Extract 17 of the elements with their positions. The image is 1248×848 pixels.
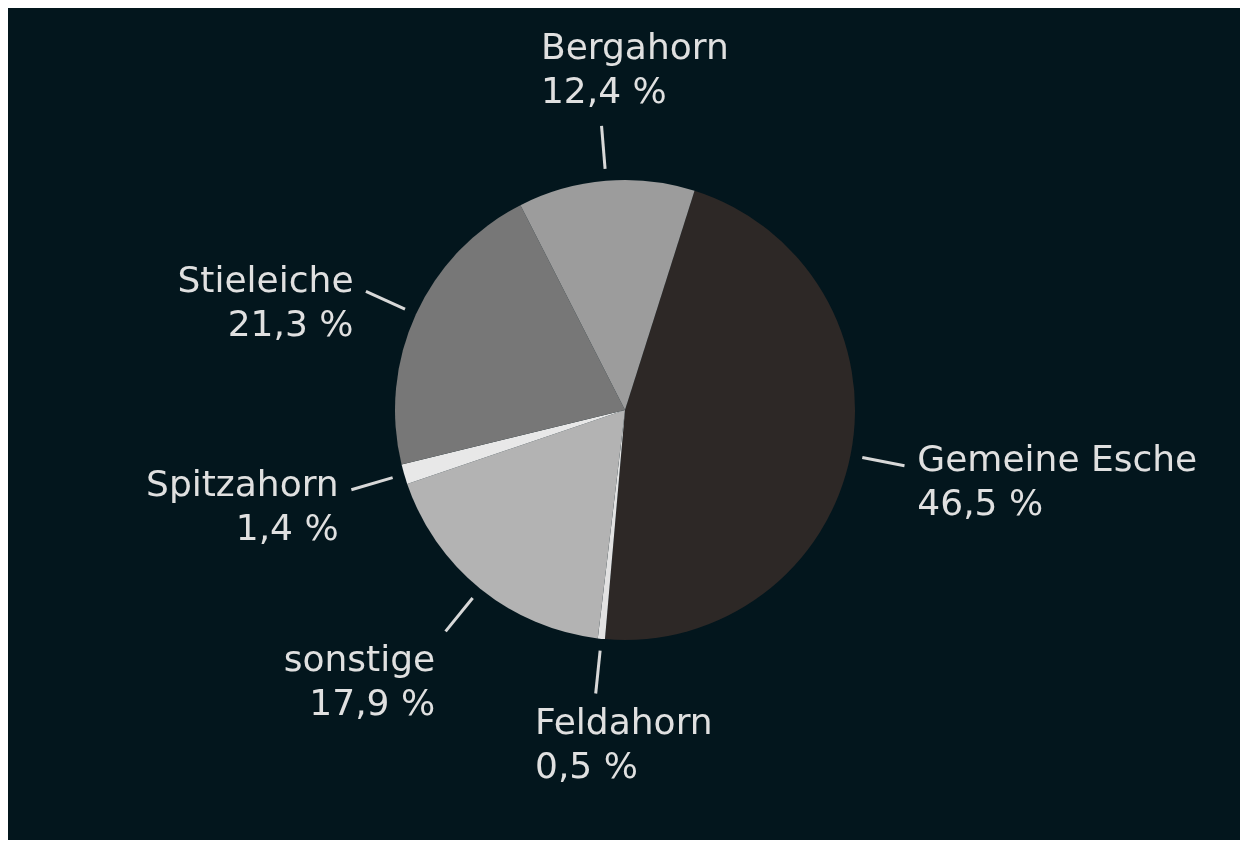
slice-label: Spitzahorn [146,462,339,504]
data-label: 17,9 % [309,681,436,723]
slice-label: sonstige [283,637,436,679]
pie-slice [604,190,855,640]
pie-slice [401,410,625,484]
data-label: 0,5 % [534,745,638,787]
pie-slice [407,410,625,639]
data-label: 1,4 % [235,506,339,548]
data-label: 21,3 % [227,303,354,345]
pie-slice [520,180,695,410]
slice-label: Feldahorn [534,701,713,743]
slice-label: Gemeine Esche [917,438,1198,480]
slice-label: Bergahorn [540,25,729,67]
pie-slice [395,205,625,465]
slice-label: Stieleiche [177,259,354,301]
data-label: 46,5 % [917,482,1044,524]
data-label: 12,4 % [540,69,667,111]
